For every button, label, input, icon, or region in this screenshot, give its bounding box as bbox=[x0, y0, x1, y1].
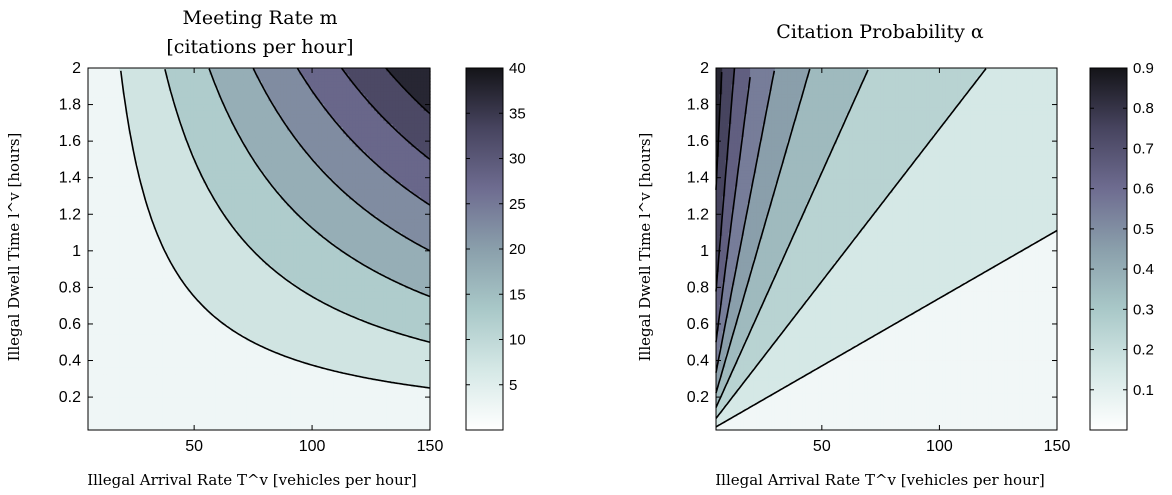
left-title-line2: [citations per hour] bbox=[166, 36, 353, 58]
left-contour-fills bbox=[88, 68, 431, 431]
left-title-line1: Meeting Rate m bbox=[182, 7, 337, 29]
left-panel: Meeting Rate m [citations per hour] 50 10… bbox=[5, 7, 526, 489]
